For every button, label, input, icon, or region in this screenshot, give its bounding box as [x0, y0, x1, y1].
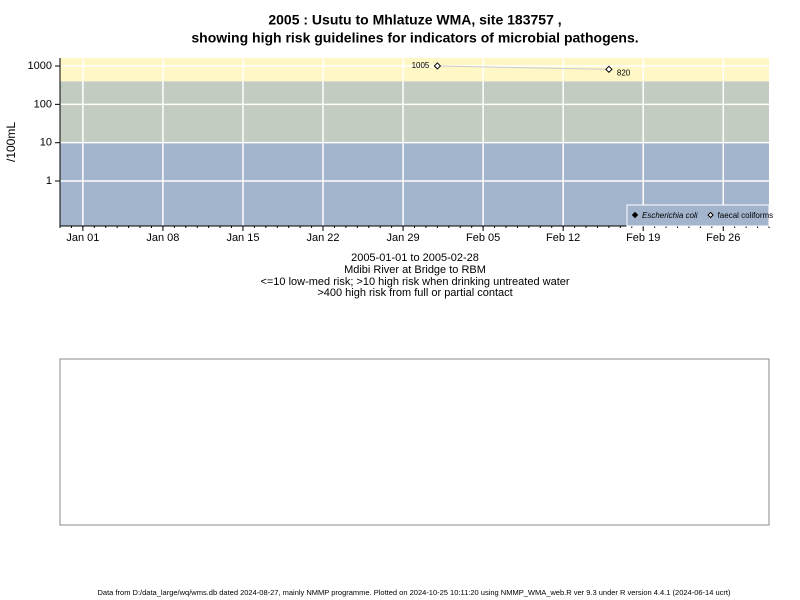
- x-tick-label: Feb 05: [466, 232, 500, 244]
- x-tick-label: Jan 08: [146, 232, 179, 244]
- risk-band: [60, 81, 769, 143]
- legend-label: faecal coliforms: [718, 211, 774, 220]
- data-label: 1005: [412, 61, 430, 70]
- risk-band: [60, 58, 769, 82]
- legend-marker: [631, 211, 639, 219]
- x-tick-label: Feb 26: [706, 232, 740, 244]
- legend-marker: [707, 211, 714, 219]
- x-tick-label: Jan 01: [66, 232, 99, 244]
- note: <=10 low-med risk; >10 high risk when dr…: [260, 276, 569, 288]
- series-line: [437, 65, 609, 70]
- point: [605, 65, 613, 74]
- y-tick-label: 10: [40, 137, 52, 149]
- y-tick-label: 1: [46, 175, 52, 187]
- empty-panel: [59, 358, 770, 526]
- note: 2005-01-01 to 2005-02-28: [351, 252, 479, 264]
- legend-label: Escherichia coli: [642, 211, 698, 220]
- x-tick-label: Feb 12: [546, 232, 580, 244]
- note: >400 high risk from full or partial cont…: [317, 287, 512, 299]
- x-tick-label: Feb 19: [626, 232, 660, 244]
- chart-title: showing high risk guidelines for indicat…: [191, 30, 638, 46]
- y-axis-label: /100mL: [4, 122, 18, 162]
- point: [433, 62, 442, 70]
- note: Mdibi River at Bridge to RBM: [344, 264, 486, 276]
- y-tick-label: 1000: [28, 60, 52, 72]
- x-tick-label: Jan 29: [387, 232, 420, 244]
- legend-box: [626, 204, 770, 227]
- data-label: 820: [617, 68, 631, 77]
- chart-title: 2005 : Usutu to Mhlatuze WMA, site 18375…: [268, 12, 561, 28]
- y-tick-label: 100: [34, 98, 52, 110]
- footer: Data from D:/data_large/wq/wms.db dated …: [98, 588, 731, 597]
- x-tick-label: Jan 22: [307, 232, 340, 244]
- x-tick-label: Jan 15: [226, 232, 259, 244]
